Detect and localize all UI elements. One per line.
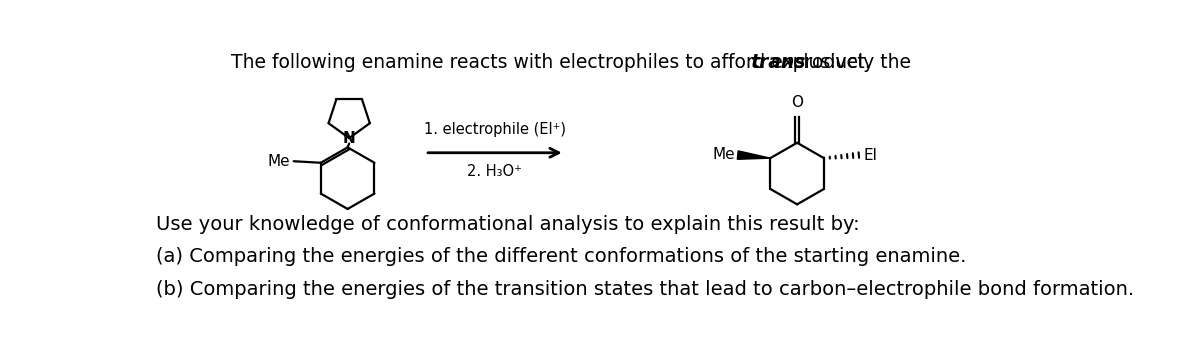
- Text: Use your knowledge of conformational analysis to explain this result by:: Use your knowledge of conformational ana…: [156, 215, 860, 234]
- Text: Me: Me: [712, 147, 734, 162]
- Polygon shape: [737, 151, 770, 159]
- Text: (b) Comparing the energies of the transition states that lead to carbon–electrop: (b) Comparing the energies of the transi…: [156, 280, 1134, 298]
- Text: (a) Comparing the energies of the different conformations of the starting enamin: (a) Comparing the energies of the differ…: [156, 247, 966, 266]
- Text: The following enamine reacts with electrophiles to afford exclusively the: The following enamine reacts with electr…: [232, 53, 917, 72]
- Text: 1. electrophile (El⁺): 1. electrophile (El⁺): [424, 122, 566, 138]
- Text: -product.: -product.: [786, 53, 871, 72]
- Text: trans: trans: [750, 53, 805, 72]
- Text: Me: Me: [268, 154, 290, 169]
- Text: 2. H₃O⁺: 2. H₃O⁺: [468, 164, 522, 179]
- Text: N: N: [343, 131, 355, 146]
- Text: El: El: [864, 148, 877, 163]
- Text: O: O: [791, 95, 803, 110]
